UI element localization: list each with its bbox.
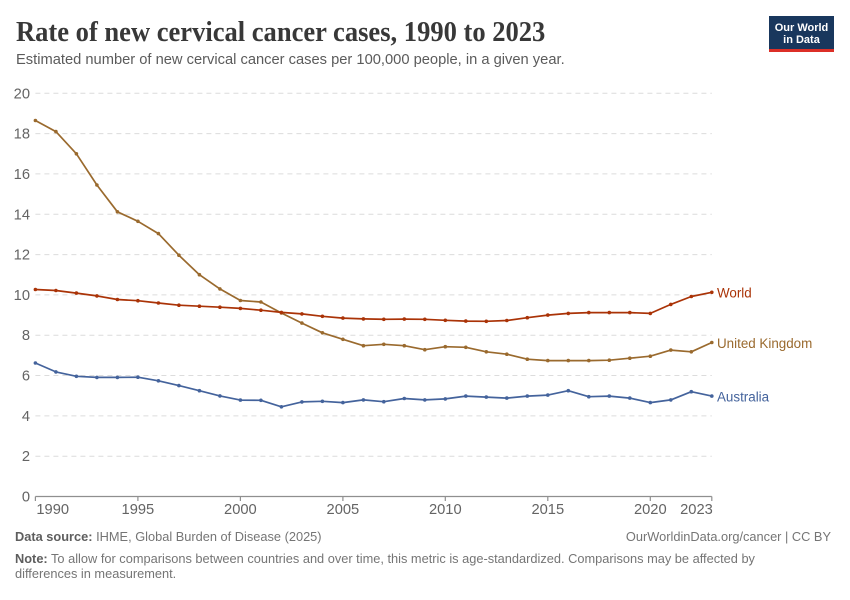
svg-text:0: 0 xyxy=(22,490,30,506)
svg-text:18: 18 xyxy=(14,127,30,143)
svg-text:12: 12 xyxy=(14,248,30,264)
svg-text:14: 14 xyxy=(14,207,30,223)
svg-text:2010: 2010 xyxy=(429,502,462,518)
svg-text:1995: 1995 xyxy=(122,502,155,518)
svg-text:2020: 2020 xyxy=(634,502,667,518)
svg-text:2000: 2000 xyxy=(224,502,257,518)
svg-text:2005: 2005 xyxy=(327,502,360,518)
svg-text:8: 8 xyxy=(22,328,30,344)
svg-text:20: 20 xyxy=(14,86,30,102)
svg-text:Australia: Australia xyxy=(717,390,770,405)
svg-text:4: 4 xyxy=(22,409,30,425)
svg-text:2: 2 xyxy=(22,449,30,465)
svg-text:2015: 2015 xyxy=(531,502,564,518)
svg-text:10: 10 xyxy=(14,288,30,304)
svg-text:16: 16 xyxy=(14,167,30,183)
svg-text:United Kingdom: United Kingdom xyxy=(717,336,812,351)
svg-text:1990: 1990 xyxy=(36,502,69,518)
svg-text:World: World xyxy=(717,286,752,301)
svg-text:6: 6 xyxy=(22,369,30,385)
svg-text:2023: 2023 xyxy=(680,502,713,518)
